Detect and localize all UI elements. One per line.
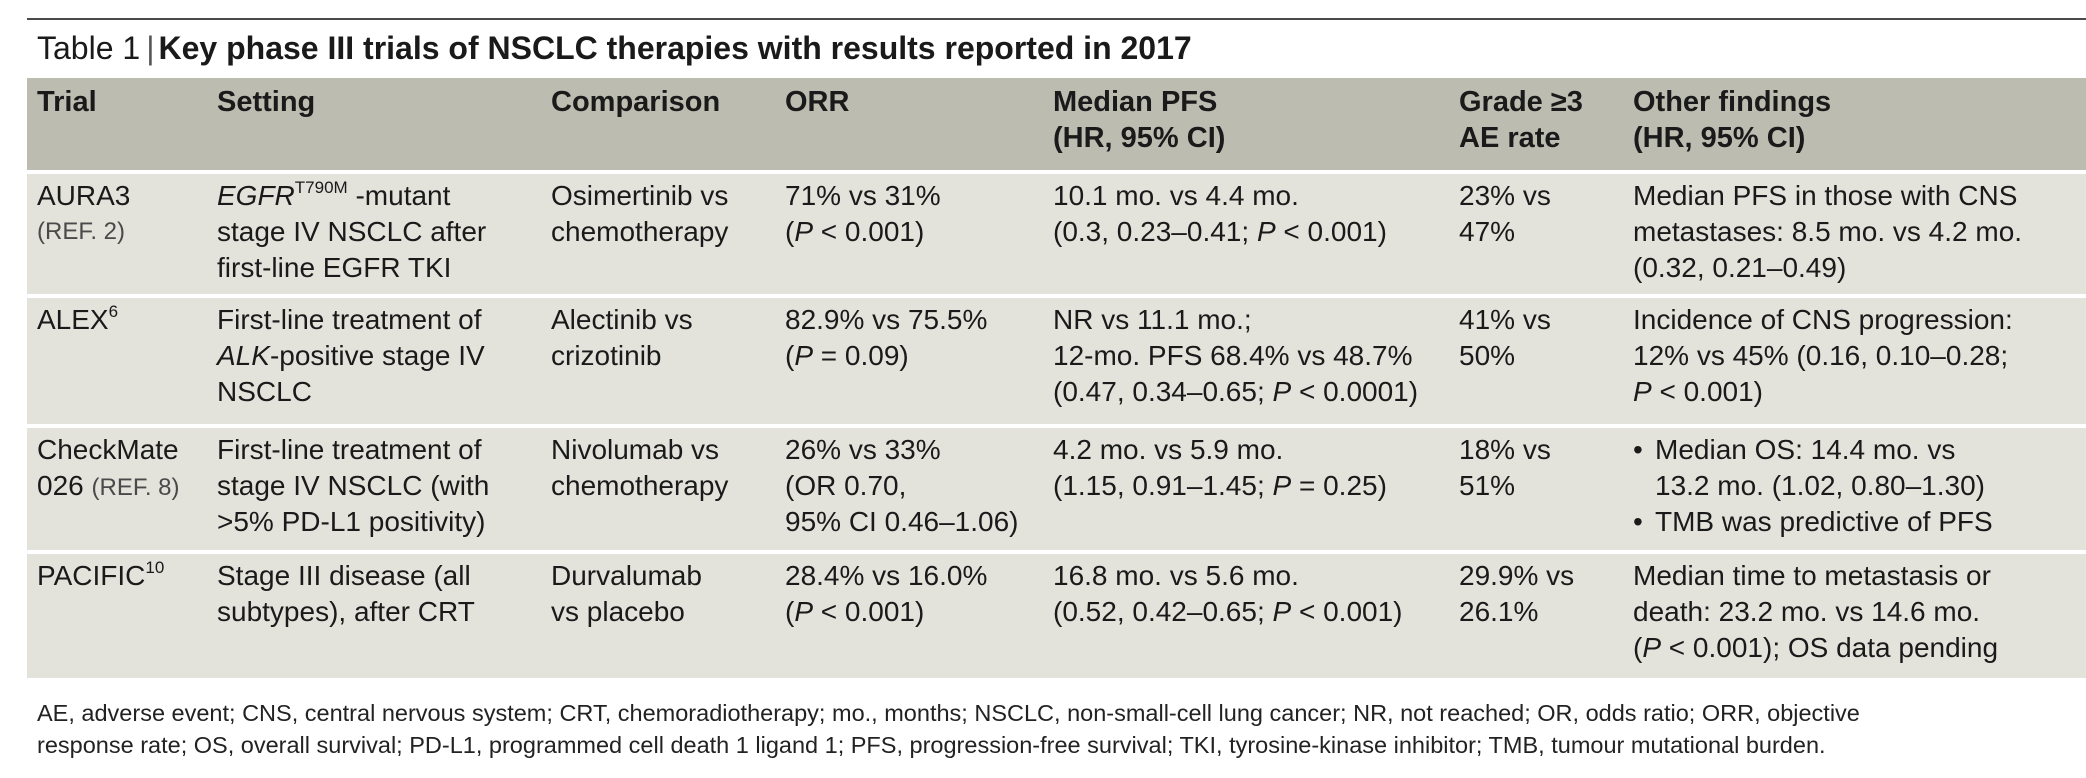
cell-setting: First-line treatment of ALK-positive sta… <box>207 296 541 426</box>
footnote-line: AE, adverse event; CNS, central nervous … <box>37 700 1860 726</box>
top-rule <box>27 18 2086 20</box>
header-other-findings: Other findings (HR, 95% CI) <box>1623 78 2086 172</box>
table-row-alex: ALEX6 First-line treatment of ALK-positi… <box>27 296 2086 426</box>
cell-orr: 71% vs 31% (P < 0.001) <box>775 172 1043 296</box>
cell-orr: 26% vs 33% (OR 0.70, 95% CI 0.46–1.06) <box>775 426 1043 552</box>
table-row-aura3: AURA3 (REF. 2) EGFRT790M -mutant stage I… <box>27 172 2086 296</box>
cell-comparison: Durvalumab vs placebo <box>541 552 775 678</box>
bullet-item: • Median OS: 14.4 mo. vs 13.2 mo. (1.02, 0… <box>1633 434 1985 501</box>
header-comparison: Comparison <box>541 78 775 172</box>
caption-separator: | <box>146 30 155 66</box>
cell-comparison: Osimertinib vs chemotherapy <box>541 172 775 296</box>
table-footnote: AE, adverse event; CNS, central nervous … <box>37 697 2067 761</box>
cell-median-pfs: 16.8 mo. vs 5.6 mo. (0.52, 0.42–0.65; P … <box>1043 552 1449 678</box>
cell-ae-rate: 41% vs 50% <box>1449 296 1623 426</box>
cell-ae-rate: 18% vs 51% <box>1449 426 1623 552</box>
cell-setting: Stage III disease (all subtypes), after … <box>207 552 541 678</box>
cell-ae-rate: 23% vs 47% <box>1449 172 1623 296</box>
cell-orr: 28.4% vs 16.0% (P < 0.001) <box>775 552 1043 678</box>
header-row: Trial Setting Comparison ORR Median PFS(… <box>27 78 2086 172</box>
footnote-line: response rate; OS, overall survival; PD-… <box>37 732 1826 758</box>
cell-other-findings: Incidence of CNS progression: 12% vs 45%… <box>1623 296 2086 426</box>
bullet-icon: • <box>1633 434 1643 465</box>
table-title: Key phase III trials of NSCLC therapies … <box>158 30 1192 66</box>
table-caption: Table 1 | Key phase III trials of NSCLC th… <box>37 26 1192 70</box>
table-row-checkmate-026: CheckMate 026 (REF. 8) First-line treatm… <box>27 426 2086 552</box>
cell-trial: AURA3 (REF. 2) <box>27 172 207 296</box>
cell-comparison: Nivolumab vs chemotherapy <box>541 426 775 552</box>
cell-other-findings: Median PFS in those with CNS metastases:… <box>1623 172 2086 296</box>
cell-setting: EGFRT790M -mutant stage IV NSCLC after f… <box>207 172 541 296</box>
cell-median-pfs: 10.1 mo. vs 4.4 mo. (0.3, 0.23–0.41; P <… <box>1043 172 1449 296</box>
bullet-icon: • <box>1633 506 1643 537</box>
header-orr: ORR <box>775 78 1043 172</box>
table-header: Trial Setting Comparison ORR Median PFS(… <box>27 78 2086 172</box>
table-row-pacific: PACIFIC10 Stage III disease (all subtype… <box>27 552 2086 678</box>
bullet-item: • TMB was predictive of PFS <box>1633 504 2076 540</box>
cell-median-pfs: NR vs 11.1 mo.; 12-mo. PFS 68.4% vs 48.7… <box>1043 296 1449 426</box>
cell-trial: PACIFIC10 <box>27 552 207 678</box>
trials-table: Trial Setting Comparison ORR Median PFS(… <box>27 78 2086 678</box>
header-trial: Trial <box>27 78 207 172</box>
cell-other-findings: • Median OS: 14.4 mo. vs 13.2 mo. (1.02, 0… <box>1623 426 2086 552</box>
cell-trial: ALEX6 <box>27 296 207 426</box>
header-median-pfs: Median PFS (HR, 95% CI) <box>1043 78 1449 172</box>
cell-comparison: Alectinib vs crizotinib <box>541 296 775 426</box>
header-setting: Setting <box>207 78 541 172</box>
cell-setting: First-line treatment of stage IV NSCLC (… <box>207 426 541 552</box>
header-ae-rate: Grade ≥3 AE rate <box>1449 78 1623 172</box>
table-number: Table 1 <box>37 30 141 66</box>
cell-orr: 82.9% vs 75.5% (P = 0.09) <box>775 296 1043 426</box>
cell-trial: CheckMate 026 (REF. 8) <box>27 426 207 552</box>
cell-ae-rate: 29.9% vs 26.1% <box>1449 552 1623 678</box>
cell-median-pfs: 4.2 mo. vs 5.9 mo. (1.15, 0.91–1.45; P =… <box>1043 426 1449 552</box>
cell-other-findings: Median time to metastasis or death: 23.2… <box>1623 552 2086 678</box>
